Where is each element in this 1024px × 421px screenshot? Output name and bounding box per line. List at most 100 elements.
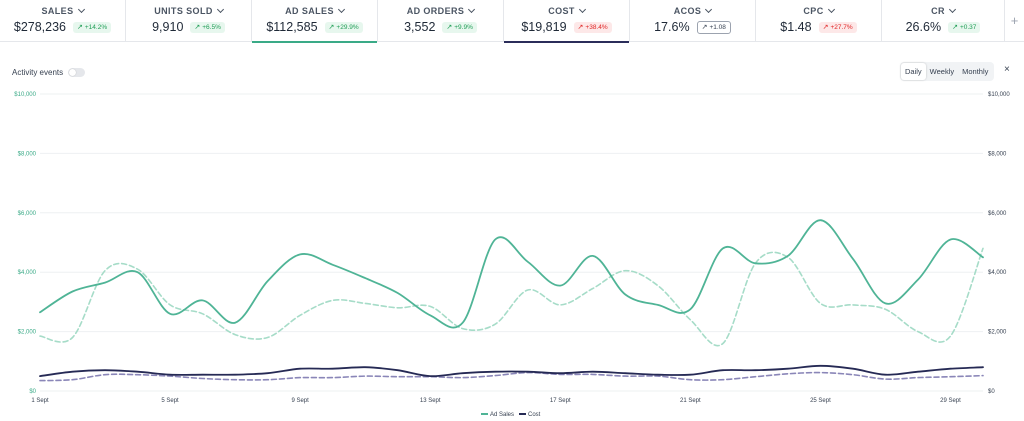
trend-up-icon: ↗ bbox=[952, 23, 958, 31]
kpi-label[interactable]: AD ORDERS bbox=[407, 5, 476, 16]
granularity-selector: Daily Weekly Monthly bbox=[900, 62, 994, 81]
kpi-label-text: UNITS SOLD bbox=[154, 6, 213, 16]
kpi-units-sold[interactable]: UNITS SOLD 9,910 ↗ +6.5% bbox=[126, 0, 252, 42]
trend-up-icon: ↗ bbox=[328, 23, 335, 31]
kpi-change-text: +9.9% bbox=[454, 23, 473, 31]
chevron-down-icon[interactable] bbox=[77, 5, 85, 14]
kpi-change-text: +0.37 bbox=[959, 23, 977, 31]
kpi-selected-underline bbox=[504, 41, 629, 43]
chevron-down-icon[interactable] bbox=[578, 5, 586, 14]
plus-icon[interactable]: + bbox=[1010, 13, 1019, 28]
kpi-change-badge: ↗ +38.4% bbox=[573, 21, 612, 33]
kpi-value-row: 3,552 ↗ +9.9% bbox=[404, 20, 477, 34]
kpi-value-row: $1.48 ↗ +27.7% bbox=[780, 20, 857, 34]
x-tick-label: 29 Sept bbox=[940, 398, 961, 404]
y-left-tick-label: $8,000 bbox=[18, 151, 37, 157]
x-tick-label: 25 Sept bbox=[810, 398, 831, 404]
kpi-value: $1.48 bbox=[780, 20, 812, 34]
kpi-cr[interactable]: CR 26.6% ↗ +0.37 bbox=[882, 0, 1005, 42]
kpi-change-text: +38.4% bbox=[585, 23, 608, 31]
kpi-change-badge: ↗ +6.5% bbox=[190, 21, 225, 33]
kpi-change-text: +27.7% bbox=[830, 23, 853, 31]
kpi-change-text: +14.2% bbox=[84, 23, 108, 31]
chevron-down-icon[interactable] bbox=[827, 5, 835, 14]
close-icon[interactable]: × bbox=[1004, 64, 1010, 75]
kpi-change-badge: ↗ +14.2% bbox=[73, 21, 112, 33]
kpi-label-text: CPC bbox=[803, 6, 824, 16]
kpi-label-text: AD SALES bbox=[285, 6, 334, 16]
trend-up-icon: ↗ bbox=[446, 23, 453, 31]
activity-events-label: Activity events bbox=[12, 68, 64, 77]
y-left-tick-label: $10,000 bbox=[14, 92, 36, 98]
kpi-change-text: +6.5% bbox=[202, 23, 221, 31]
kpi-change-badge: ↗ +27.7% bbox=[818, 21, 857, 33]
kpi-acos[interactable]: ACOS 17.6% ↗ +1.08 bbox=[630, 0, 756, 42]
kpi-ad-sales[interactable]: AD SALES $112,585 ↗ +29.9% bbox=[252, 0, 378, 43]
kpi-change-badge: ↗ +0.37 bbox=[948, 21, 981, 33]
toggle-knob bbox=[69, 69, 77, 76]
chevron-down-icon[interactable] bbox=[468, 5, 476, 14]
kpi-value: 26.6% bbox=[905, 20, 942, 34]
series-cost-line bbox=[39, 364, 984, 378]
x-tick-label: 17 Sept bbox=[550, 398, 571, 404]
y-right-tick-label: $0 bbox=[988, 389, 995, 395]
kpi-label-text: CR bbox=[931, 6, 945, 16]
y-right-tick-label: $8,000 bbox=[988, 151, 1007, 157]
kpi-label[interactable]: CR bbox=[931, 5, 956, 16]
chevron-down-icon[interactable] bbox=[948, 5, 956, 14]
y-right-tick-label: $2,000 bbox=[988, 330, 1007, 336]
kpi-sales[interactable]: SALES $278,236 ↗ +14.2% bbox=[0, 0, 126, 42]
kpi-label[interactable]: UNITS SOLD bbox=[154, 5, 224, 16]
chevron-down-icon[interactable] bbox=[337, 5, 345, 14]
kpi-change-badge: ↗ +1.08 bbox=[696, 20, 731, 34]
series-cost-previous-line bbox=[39, 371, 984, 382]
granularity-daily[interactable]: Daily bbox=[901, 63, 926, 80]
kpi-value: $19,819 bbox=[521, 20, 567, 34]
chevron-down-icon[interactable] bbox=[705, 5, 713, 14]
kpi-label-text: SALES bbox=[41, 6, 74, 16]
kpi-change-badge: ↗ +29.9% bbox=[324, 21, 363, 33]
kpi-label[interactable]: CPC bbox=[803, 5, 835, 16]
y-left-tick-label: $0 bbox=[29, 389, 36, 395]
kpi-change-text: +1.08 bbox=[709, 23, 726, 31]
trend-up-icon: ↗ bbox=[77, 23, 83, 31]
legend-label: Cost bbox=[528, 412, 541, 418]
kpi-label[interactable]: COST bbox=[548, 5, 586, 16]
kpi-value-row: $278,236 ↗ +14.2% bbox=[14, 20, 112, 34]
kpi-value: 3,552 bbox=[404, 20, 436, 34]
trend-up-icon: ↗ bbox=[577, 23, 584, 31]
trend-up-icon: ↗ bbox=[822, 23, 829, 31]
granularity-weekly[interactable]: Weekly bbox=[929, 67, 955, 76]
kpi-cost[interactable]: COST $19,819 ↗ +38.4% bbox=[504, 0, 630, 43]
activity-events-toggle[interactable] bbox=[68, 68, 86, 77]
y-left-tick-label: $2,000 bbox=[18, 330, 37, 336]
kpi-cpc[interactable]: CPC $1.48 ↗ +27.7% bbox=[756, 0, 882, 42]
kpi-value: 17.6% bbox=[654, 20, 690, 34]
series-ad-sales-line bbox=[39, 219, 984, 329]
kpi-change-text: +29.9% bbox=[336, 23, 359, 31]
kpi-label[interactable]: SALES bbox=[41, 5, 85, 16]
activity-events: Activity events bbox=[12, 68, 86, 77]
y-right-tick-label: $10,000 bbox=[988, 92, 1010, 98]
kpi-change-badge: ↗ +9.9% bbox=[442, 21, 477, 33]
x-tick-label: 9 Sept bbox=[291, 398, 309, 404]
y-left-tick-label: $6,000 bbox=[18, 211, 37, 217]
kpi-ad-orders[interactable]: AD ORDERS 3,552 ↗ +9.9% bbox=[378, 0, 504, 42]
kpi-bar: SALES $278,236 ↗ +14.2% UNITS SOLD 9,910 ↗ +6.5… bbox=[0, 0, 1024, 43]
kpi-selected-underline bbox=[252, 41, 377, 43]
kpi-value: $112,585 bbox=[266, 20, 318, 34]
kpi-value: 9,910 bbox=[152, 20, 184, 34]
granularity-monthly[interactable]: Monthly bbox=[962, 67, 989, 76]
y-right-tick-label: $4,000 bbox=[988, 270, 1007, 276]
kpi-label-text: ACOS bbox=[673, 6, 702, 16]
y-right-tick-label: $6,000 bbox=[988, 211, 1007, 217]
kpi-label[interactable]: ACOS bbox=[673, 5, 713, 16]
kpi-label-text: COST bbox=[548, 6, 575, 16]
kpi-label[interactable]: AD SALES bbox=[285, 5, 345, 16]
kpi-value-row: $112,585 ↗ +29.9% bbox=[266, 20, 363, 34]
x-tick-label: 5 Sept bbox=[161, 398, 179, 404]
kpi-value-row: 17.6% ↗ +1.08 bbox=[654, 20, 731, 34]
trend-up-icon: ↗ bbox=[701, 23, 708, 31]
y-left-tick-label: $4,000 bbox=[18, 270, 37, 276]
chevron-down-icon[interactable] bbox=[216, 5, 224, 14]
